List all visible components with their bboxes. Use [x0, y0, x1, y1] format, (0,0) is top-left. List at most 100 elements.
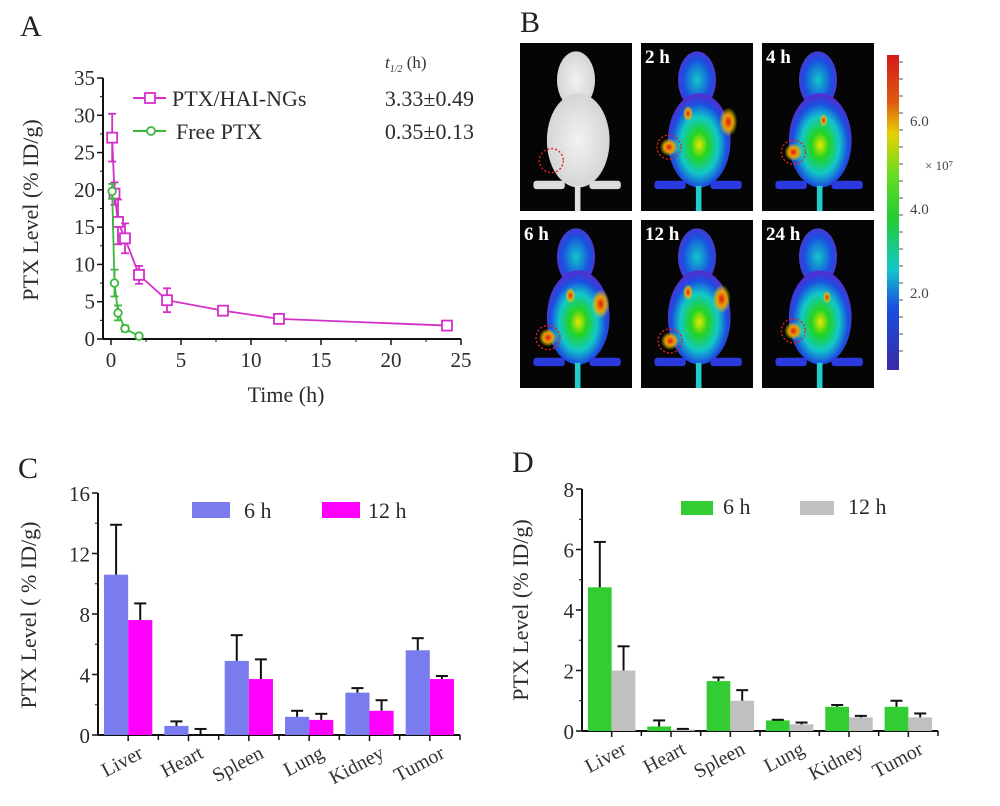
time-label: 24 h — [766, 224, 801, 245]
panel-d-bar-liver-6h — [587, 587, 612, 731]
panel-c-y-tick-label: 4 — [80, 664, 91, 688]
panel-c-bar-tumor-6h — [405, 650, 430, 735]
panel-c-bar-liver-12h — [128, 620, 153, 735]
legend-swatch-12h — [322, 502, 360, 518]
data-point-free-ptx — [113, 308, 123, 318]
panel-c-category-label: Tumor — [390, 742, 448, 787]
data-point-ptx-hai-ngs — [161, 294, 173, 307]
panel-c-bar-tumor-12h — [429, 679, 454, 735]
panel-a-axes: 0 5 10 15 20 25 0 5 10 15 20 25 30 35 — [74, 66, 472, 372]
mouse-head — [677, 228, 717, 286]
data-point-free-ptx — [134, 331, 144, 341]
mouse-leg — [533, 357, 565, 367]
panel-d-bar-kidney-12h — [849, 717, 873, 731]
panel-c-bar-spleen-6h — [224, 660, 249, 735]
data-point-ptx-hai-ngs — [217, 304, 229, 317]
panel-d-y-tick-label: 8 — [564, 478, 575, 502]
panel-c-category-label: Lung — [280, 742, 328, 781]
panel-d-category-label: Liver — [581, 738, 630, 778]
tumor-marker-circle — [780, 318, 807, 344]
mouse-image-4h: 4 h — [762, 43, 874, 211]
panel-d-category-label: Spleen — [690, 738, 748, 783]
panel-c-bar-heart-6h — [164, 725, 189, 735]
legend-label-12h: 12 h — [368, 498, 407, 523]
time-label: 2 h — [645, 47, 670, 68]
panel-d-bar-lung-6h — [765, 720, 790, 731]
mouse-tail — [574, 362, 581, 388]
panel-c-bar-lung-6h — [285, 716, 310, 735]
signal-hotspot — [712, 284, 731, 314]
legend-label-ptx-hai-ngs: PTX/HAI-NGs — [172, 86, 306, 111]
signal-hotspot — [591, 289, 610, 319]
panel-c-bar-liver-6h — [104, 574, 129, 735]
legend-halflife-ptx-hai-ngs: 3.33±0.49 — [385, 86, 474, 111]
panel-c-y-tick-label: 12 — [69, 543, 90, 567]
legend-label-6h: 6 h — [723, 494, 751, 519]
data-point-free-ptx — [120, 323, 130, 334]
panel-c-bar-spleen-12h — [248, 679, 273, 735]
tumor-marker-circle — [656, 134, 682, 160]
panel-b-fluorescence-images: 2 h 4 h 6 h 12 h 24 h 6.0 4.0 2.0 × 10⁷ — [520, 43, 953, 388]
panel-d-bar-lung-12h — [789, 724, 814, 731]
panel-a-xlabel: Time (h) — [248, 382, 325, 407]
mouse-head — [677, 51, 717, 109]
data-point-ptx-hai-ngs — [133, 268, 145, 281]
mouse-image-24h: 24 h — [762, 220, 874, 388]
panel-c-category-label: Liver — [98, 742, 147, 782]
panel-c-bar-kidney-12h — [369, 710, 394, 735]
data-point-ptx-hai-ngs — [273, 312, 285, 325]
panel-c-bar-kidney-6h — [345, 692, 370, 735]
mouse-image-12h: 12 h — [641, 220, 753, 388]
mouse-image-2h: 2 h — [641, 43, 753, 211]
panel-letter-d: D — [512, 446, 534, 479]
legend-marker-circle — [146, 126, 156, 136]
signal-hotspot — [683, 105, 694, 122]
mouse-leg — [831, 180, 863, 190]
legend-label-12h: 12 h — [848, 494, 887, 519]
data-point-free-ptx — [107, 186, 117, 197]
panel-d-bar-spleen-12h — [730, 700, 755, 731]
data-point-free-ptx — [109, 278, 120, 288]
mouse-body — [546, 93, 610, 188]
panel-c-category-label: Heart — [157, 742, 207, 782]
tumor-signal — [661, 331, 680, 350]
mouse-leg — [589, 357, 621, 367]
mouse-head — [556, 228, 596, 286]
panel-a-y-tick-label: 25 — [74, 141, 95, 165]
panel-a-y-tick-label: 5 — [85, 290, 96, 314]
panel-c-bar-lung-12h — [309, 719, 334, 735]
panel-a-ylabel: PTX Level (% ID/g) — [18, 119, 43, 300]
tumor-marker-circle — [657, 328, 683, 354]
panel-d-ylabel: PTX Level (% ID/g) — [508, 519, 533, 700]
panel-d-y-tick-label: 6 — [564, 539, 575, 563]
panel-a-y-tick-label: 35 — [74, 66, 95, 90]
panel-d-category-label: Heart — [640, 738, 690, 778]
mouse-image-brightfield — [520, 43, 632, 211]
panel-a-line-chart: 0 5 10 15 20 25 0 5 10 15 20 25 30 35 Time (h) PTX Le… — [18, 53, 474, 407]
mouse-head — [798, 228, 838, 286]
panel-a-x-tick-label: 10 — [241, 348, 262, 372]
tumor-signal — [539, 328, 557, 347]
signal-hotspot — [822, 290, 831, 304]
tumor-signal — [660, 138, 678, 157]
panel-d-y-tick-label: 2 — [564, 660, 575, 684]
colorbar-gradient — [887, 55, 899, 370]
panel-d-bar-liver-12h — [611, 670, 636, 731]
panel-c-y-tick-label: 16 — [69, 482, 90, 506]
panel-letter-c: C — [18, 452, 38, 485]
panel-a-x-tick-label: 0 — [106, 348, 117, 372]
mouse-head — [798, 51, 838, 109]
panel-a-y-tick-label: 15 — [74, 215, 95, 239]
mouse-tail — [816, 362, 823, 388]
data-point-ptx-hai-ngs — [112, 216, 124, 228]
mouse-body — [667, 93, 731, 188]
mouse-tail — [574, 185, 581, 211]
legend-swatch-6h — [681, 501, 713, 515]
mouse-body — [667, 270, 731, 365]
mouse-leg — [710, 357, 742, 367]
panel-d-y-tick-label: 0 — [564, 720, 575, 744]
time-label: 4 h — [766, 47, 791, 68]
